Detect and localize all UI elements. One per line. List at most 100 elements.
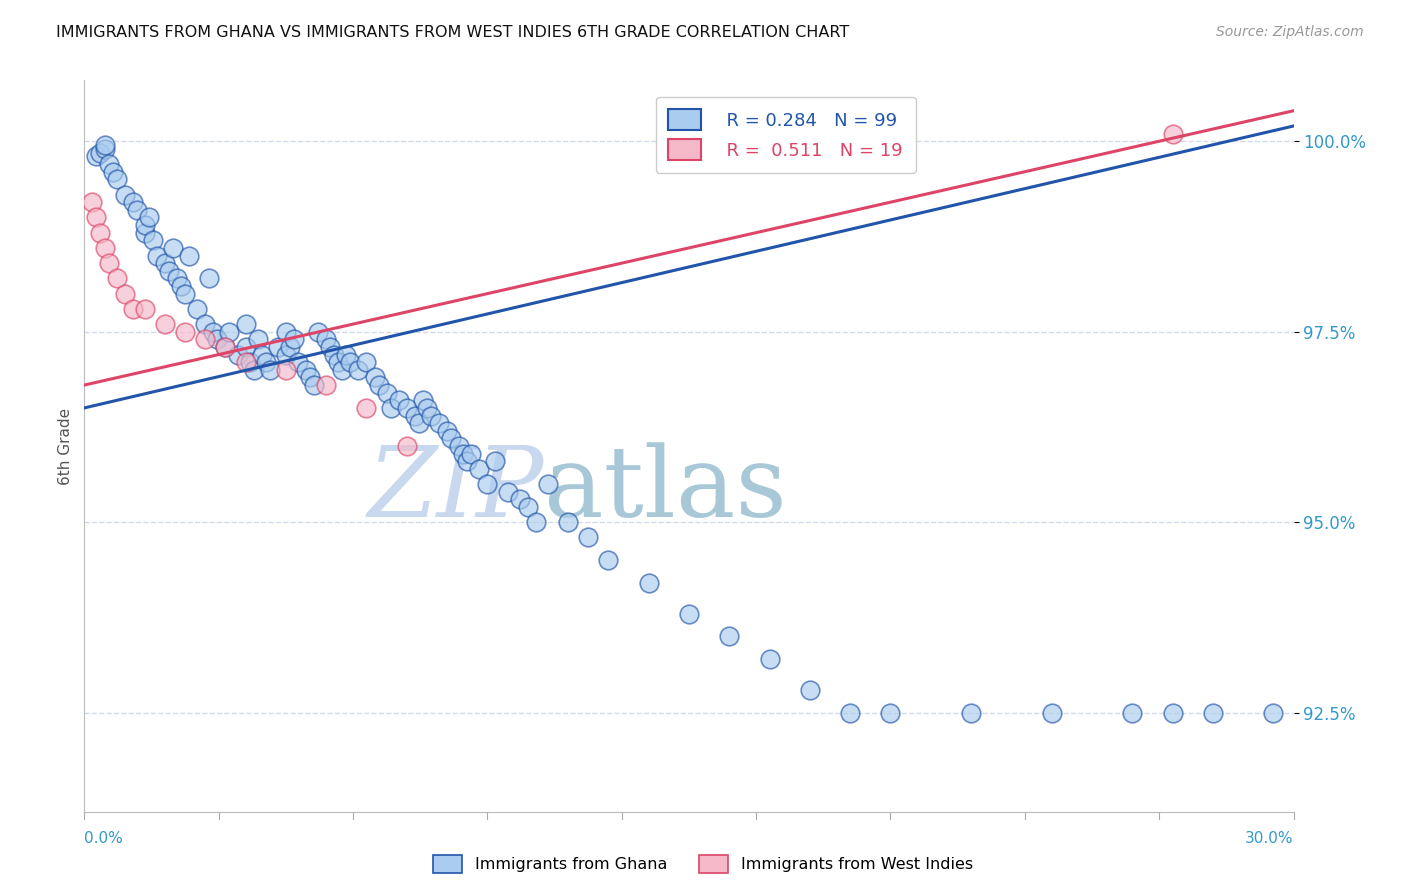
Point: [839, 706, 862, 720]
Point: [235, 317, 257, 331]
Text: 0.0%: 0.0%: [84, 830, 124, 846]
Point: [105, 271, 128, 285]
Point: [254, 355, 277, 369]
Point: [375, 385, 398, 400]
Point: [246, 332, 269, 346]
Point: [315, 378, 337, 392]
Point: [267, 340, 290, 354]
Point: [207, 332, 229, 346]
Point: [302, 378, 325, 392]
Text: atlas: atlas: [544, 442, 786, 538]
Point: [274, 347, 297, 361]
Point: [408, 416, 430, 430]
Point: [1040, 706, 1063, 720]
Point: [157, 264, 180, 278]
Point: [468, 462, 491, 476]
Point: [242, 363, 264, 377]
Point: [174, 286, 197, 301]
Point: [218, 325, 240, 339]
Point: [420, 409, 443, 423]
Point: [395, 439, 418, 453]
Point: [1121, 706, 1143, 720]
Point: [142, 233, 165, 247]
Point: [598, 553, 620, 567]
Y-axis label: 6th Grade: 6th Grade: [58, 408, 73, 484]
Point: [1161, 706, 1184, 720]
Text: Source: ZipAtlas.com: Source: ZipAtlas.com: [1216, 25, 1364, 39]
Point: [97, 256, 120, 270]
Point: [194, 317, 217, 331]
Legend: Immigrants from Ghana, Immigrants from West Indies: Immigrants from Ghana, Immigrants from W…: [427, 848, 979, 880]
Point: [416, 401, 439, 415]
Point: [97, 157, 120, 171]
Point: [93, 138, 115, 153]
Point: [283, 332, 305, 346]
Point: [86, 149, 108, 163]
Point: [179, 248, 201, 262]
Point: [380, 401, 402, 415]
Point: [509, 492, 531, 507]
Point: [1263, 706, 1285, 720]
Point: [449, 439, 471, 453]
Point: [456, 454, 478, 468]
Point: [339, 355, 361, 369]
Point: [537, 477, 560, 491]
Point: [214, 340, 236, 354]
Point: [299, 370, 322, 384]
Point: [162, 241, 184, 255]
Point: [484, 454, 506, 468]
Point: [121, 195, 143, 210]
Point: [226, 347, 249, 361]
Point: [166, 271, 188, 285]
Point: [758, 652, 780, 666]
Point: [356, 355, 378, 369]
Point: [93, 142, 115, 156]
Point: [367, 378, 389, 392]
Point: [404, 409, 426, 423]
Point: [451, 447, 474, 461]
Point: [440, 431, 463, 445]
Point: [274, 325, 297, 339]
Point: [879, 706, 901, 720]
Text: IMMIGRANTS FROM GHANA VS IMMIGRANTS FROM WEST INDIES 6TH GRADE CORRELATION CHART: IMMIGRANTS FROM GHANA VS IMMIGRANTS FROM…: [56, 25, 849, 40]
Point: [121, 301, 143, 316]
Point: [89, 145, 111, 160]
Point: [170, 279, 193, 293]
Point: [198, 271, 221, 285]
Point: [460, 447, 482, 461]
Point: [356, 401, 378, 415]
Point: [278, 340, 301, 354]
Point: [86, 211, 108, 225]
Point: [395, 401, 418, 415]
Point: [347, 363, 370, 377]
Point: [315, 332, 337, 346]
Point: [330, 363, 353, 377]
Point: [134, 301, 156, 316]
Point: [101, 164, 124, 178]
Point: [427, 416, 450, 430]
Point: [114, 286, 136, 301]
Point: [524, 515, 547, 529]
Point: [516, 500, 538, 514]
Point: [323, 347, 346, 361]
Point: [319, 340, 342, 354]
Text: 30.0%: 30.0%: [1246, 830, 1294, 846]
Point: [235, 355, 257, 369]
Text: ZIP: ZIP: [367, 442, 544, 538]
Point: [194, 332, 217, 346]
Point: [235, 340, 257, 354]
Point: [1161, 127, 1184, 141]
Point: [496, 484, 519, 499]
Point: [250, 347, 273, 361]
Point: [153, 317, 176, 331]
Point: [186, 301, 208, 316]
Point: [134, 218, 156, 232]
Point: [637, 576, 659, 591]
Point: [138, 211, 160, 225]
Point: [214, 340, 236, 354]
Point: [93, 241, 115, 255]
Point: [1202, 706, 1225, 720]
Point: [134, 226, 156, 240]
Point: [114, 187, 136, 202]
Point: [146, 248, 169, 262]
